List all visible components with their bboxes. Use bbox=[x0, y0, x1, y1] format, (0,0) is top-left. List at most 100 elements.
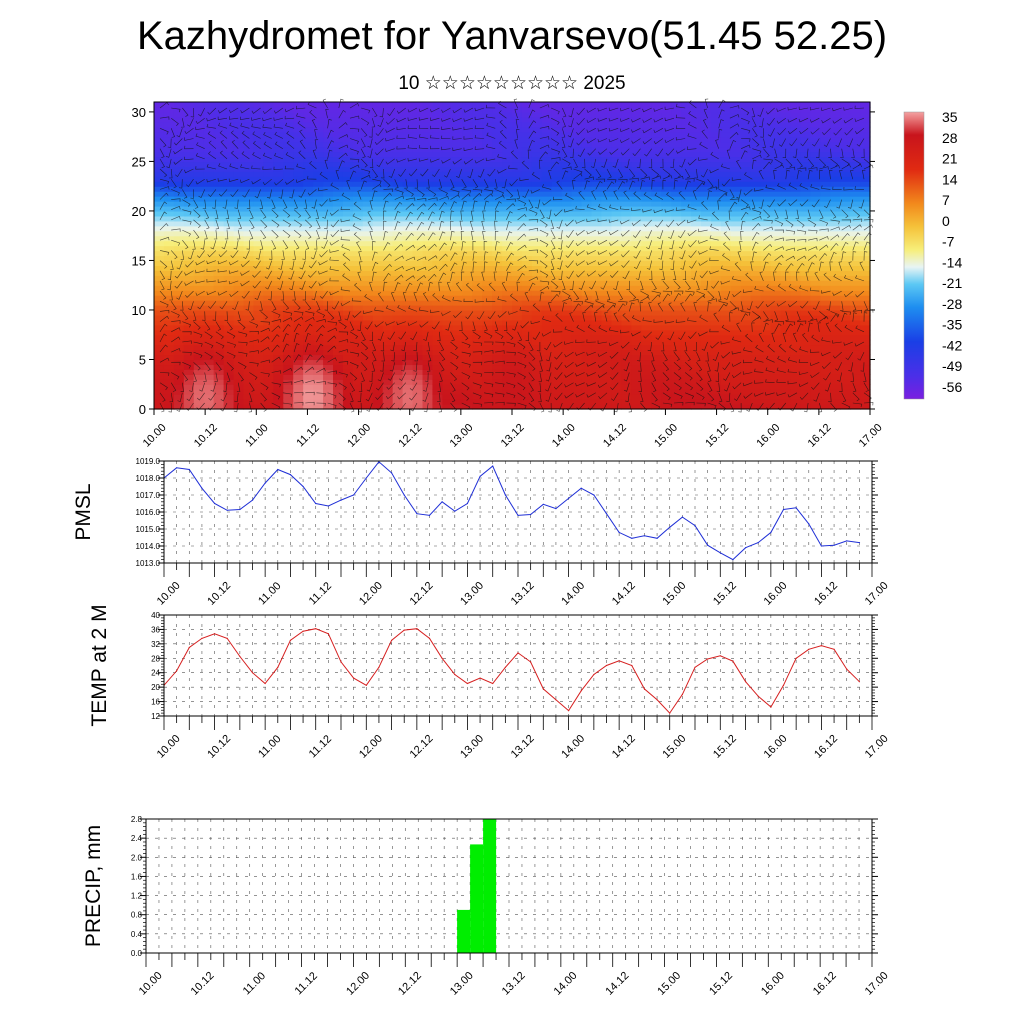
field-cell bbox=[521, 369, 533, 375]
field-cell bbox=[293, 220, 304, 227]
field-cell bbox=[800, 171, 811, 177]
wind-barb bbox=[277, 280, 284, 291]
field-cell bbox=[760, 300, 772, 306]
field-cell bbox=[183, 235, 195, 242]
field-cell bbox=[700, 126, 712, 133]
field-cell bbox=[512, 186, 523, 192]
field-cell bbox=[681, 305, 692, 311]
field-cell bbox=[661, 136, 672, 143]
field-cell bbox=[790, 121, 801, 128]
field-cell bbox=[581, 181, 593, 187]
field-cell bbox=[402, 235, 414, 242]
field-cell bbox=[531, 364, 543, 370]
field-cell bbox=[631, 121, 642, 128]
field-cell bbox=[840, 141, 851, 148]
field-cell bbox=[681, 230, 692, 237]
wind-barb bbox=[159, 128, 169, 135]
field-cell bbox=[273, 141, 284, 148]
field-cell bbox=[273, 235, 284, 242]
field-cell bbox=[591, 235, 603, 242]
field-cell bbox=[323, 339, 334, 346]
field-cell bbox=[193, 151, 205, 158]
field-cell bbox=[243, 102, 255, 108]
field-cell bbox=[213, 309, 225, 316]
field-cell bbox=[551, 126, 563, 133]
field-cell bbox=[263, 171, 274, 177]
field-cell bbox=[422, 399, 434, 405]
field-cell bbox=[760, 106, 772, 113]
field-cell bbox=[850, 220, 861, 227]
field-cell bbox=[531, 344, 543, 351]
field-cell bbox=[681, 354, 692, 361]
wind-barb bbox=[159, 315, 169, 322]
field-cell bbox=[442, 250, 453, 257]
field-cell bbox=[651, 319, 662, 326]
field-cell bbox=[213, 136, 225, 143]
wind-barb bbox=[274, 141, 284, 149]
field-cell bbox=[601, 364, 613, 370]
field-cell bbox=[173, 300, 185, 306]
field-cell bbox=[502, 102, 513, 108]
field-cell bbox=[313, 290, 324, 296]
field-cell bbox=[362, 186, 374, 192]
wind-barb bbox=[215, 341, 225, 349]
field-cell bbox=[223, 265, 235, 271]
field-cell bbox=[541, 379, 553, 385]
wind-barb bbox=[222, 199, 228, 209]
field-cell bbox=[631, 166, 642, 172]
field-cell bbox=[352, 260, 364, 266]
wind-barb bbox=[310, 250, 317, 260]
field-cell bbox=[412, 394, 424, 400]
field-cell bbox=[392, 141, 404, 148]
field-cell bbox=[750, 300, 762, 306]
field-cell bbox=[512, 359, 523, 366]
field-cell bbox=[402, 300, 414, 306]
field-cell bbox=[661, 156, 672, 163]
field-cell bbox=[243, 349, 255, 356]
field-cell bbox=[691, 354, 702, 361]
field-cell bbox=[750, 116, 762, 123]
field-cell bbox=[641, 245, 652, 252]
field-cell bbox=[293, 102, 304, 108]
field-cell bbox=[760, 121, 772, 128]
field-cell bbox=[531, 384, 543, 390]
field-cell bbox=[462, 324, 473, 331]
field-cell bbox=[333, 319, 344, 326]
field-cell bbox=[770, 329, 782, 336]
field-cell bbox=[243, 329, 255, 336]
field-cell bbox=[482, 399, 493, 405]
field-cell bbox=[412, 171, 424, 177]
field-cell bbox=[601, 111, 613, 118]
field-cell bbox=[611, 121, 622, 128]
field-cell bbox=[691, 374, 702, 380]
field-cell bbox=[392, 324, 404, 331]
field-cell bbox=[651, 111, 662, 118]
wind-barb bbox=[316, 402, 326, 407]
field-cell bbox=[641, 290, 652, 296]
field-cell bbox=[840, 102, 851, 108]
field-cell bbox=[422, 280, 434, 286]
field-cell bbox=[651, 285, 662, 291]
field-cell bbox=[154, 275, 165, 281]
field-cell bbox=[412, 102, 424, 108]
field-cell bbox=[472, 285, 483, 291]
field-cell bbox=[342, 191, 354, 197]
field-cell bbox=[541, 349, 553, 356]
field-cell bbox=[293, 309, 304, 316]
field-cell bbox=[651, 131, 662, 138]
field-cell bbox=[452, 250, 463, 257]
field-cell bbox=[233, 146, 245, 153]
field-cell bbox=[243, 106, 255, 113]
field-cell bbox=[641, 344, 652, 351]
field-cell bbox=[193, 215, 205, 222]
field-cell bbox=[700, 102, 712, 108]
wind-barb bbox=[327, 335, 337, 343]
field-cell bbox=[750, 126, 762, 133]
field-cell bbox=[760, 201, 772, 207]
field-cell bbox=[551, 319, 563, 326]
field-cell bbox=[561, 305, 573, 311]
field-cell bbox=[631, 240, 642, 247]
field-cell bbox=[631, 305, 642, 311]
field-cell bbox=[651, 339, 662, 346]
field-cell bbox=[850, 379, 861, 385]
